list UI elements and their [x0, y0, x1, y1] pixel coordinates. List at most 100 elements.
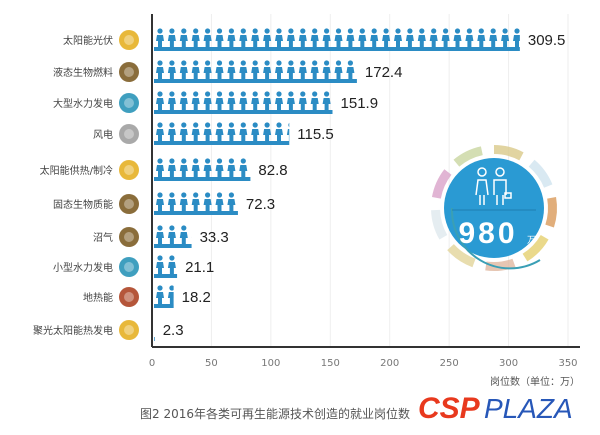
bar: 82.8 [154, 158, 288, 181]
person-icon [489, 28, 498, 47]
person-icon [156, 158, 164, 177]
person-icon [179, 91, 188, 110]
person-icon [405, 28, 414, 47]
person-icon [275, 122, 283, 141]
person-icon [191, 28, 200, 47]
value-label: 115.5 [297, 126, 333, 143]
person-icon [298, 28, 307, 47]
person-icon [346, 60, 355, 79]
x-axis-label: 岗位数（单位：万） [490, 375, 580, 388]
x-tick-label: 150 [321, 358, 340, 369]
person-icon [179, 158, 188, 177]
svg-text:PLAZA: PLAZA [484, 393, 573, 424]
category-label: 固态生物质能 [53, 198, 113, 211]
person-icon [179, 192, 188, 211]
person-icon [334, 28, 343, 47]
person-icon [191, 122, 200, 141]
category-labels: 太阳能光伏液态生物燃料大型水力发电风电太阳能供热/制冷固态生物质能沼气小型水力发… [33, 30, 139, 340]
person-icon [215, 60, 224, 79]
bar-base [154, 110, 333, 114]
category-label: 太阳能供热/制冷 [40, 164, 113, 177]
person-icon [215, 28, 224, 47]
person-icon [167, 28, 176, 47]
wind-icon [119, 124, 139, 144]
person-icon [227, 28, 236, 47]
person-icon [203, 60, 212, 79]
person-icon [156, 192, 164, 211]
bar: 309.5 [154, 28, 565, 51]
bar-base [154, 304, 174, 308]
person-icon [239, 28, 248, 47]
person-icon [203, 192, 212, 211]
biogas-icon [119, 227, 139, 247]
person-icon [167, 60, 176, 79]
person-icon [394, 28, 402, 47]
person-icon [215, 192, 224, 211]
person-icon [227, 60, 236, 79]
value-label: 172.4 [365, 64, 403, 81]
person-icon [215, 91, 224, 110]
person-icon [453, 28, 462, 47]
person-icon [322, 60, 331, 79]
value-label: 33.3 [200, 229, 229, 246]
person-icon [192, 225, 200, 244]
person-icon [156, 225, 164, 244]
x-tick-label: 300 [499, 358, 518, 369]
ring-segment [453, 146, 483, 167]
bar-base [154, 177, 251, 181]
geothermal-icon [119, 287, 139, 307]
person-icon [417, 28, 426, 47]
bar-base [154, 244, 192, 248]
bar: 2.3 [154, 322, 184, 341]
biomass-icon [119, 194, 139, 214]
person-icon [275, 60, 283, 79]
person-icon [370, 28, 379, 47]
person-icon [477, 28, 486, 47]
figure-caption: 图2 2016年各类可再生能源技术创造的就业岗位数 [140, 406, 410, 421]
person-icon [358, 28, 367, 47]
workers-icon [475, 167, 512, 205]
person-icon [191, 91, 200, 110]
category-label: 大型水力发电 [53, 97, 113, 110]
person-icon [167, 255, 176, 274]
bar-base [154, 274, 178, 278]
person-icon [322, 91, 331, 110]
bar: 172.4 [154, 60, 402, 83]
person-icon [286, 91, 295, 110]
category-label: 太阳能光伏 [63, 34, 113, 47]
person-icon [227, 158, 236, 177]
bar: 18.2 [154, 285, 211, 308]
person-icon [156, 255, 164, 274]
person-icon [465, 28, 474, 47]
person-icon [203, 28, 212, 47]
sun-icon [119, 320, 139, 340]
ring-segment [545, 197, 557, 228]
bar: 33.3 [154, 225, 229, 248]
person-icon [251, 28, 260, 47]
total-circle [444, 158, 544, 258]
person-icon [227, 192, 236, 211]
person-icon [286, 122, 290, 141]
person-icon [203, 122, 212, 141]
person-icon [275, 91, 283, 110]
category-label: 风电 [93, 128, 113, 141]
person-icon [167, 285, 174, 304]
person-icon [167, 225, 176, 244]
value-label: 2.3 [163, 322, 184, 339]
person-icon [298, 91, 307, 110]
person-icon [179, 28, 188, 47]
person-icon [167, 192, 176, 211]
ring-segment [431, 209, 448, 240]
value-label: 18.2 [182, 289, 211, 306]
person-icon [441, 28, 450, 47]
water-drop-icon [119, 93, 139, 113]
x-tick-label: 350 [558, 358, 577, 369]
biofuel-icon [119, 62, 139, 82]
person-icon [191, 60, 200, 79]
bar: 115.5 [154, 122, 334, 145]
bar-base [154, 79, 357, 83]
person-icon [156, 122, 164, 141]
person-icon [156, 285, 164, 304]
person-icon [251, 91, 260, 110]
x-tick-label: 100 [261, 358, 280, 369]
